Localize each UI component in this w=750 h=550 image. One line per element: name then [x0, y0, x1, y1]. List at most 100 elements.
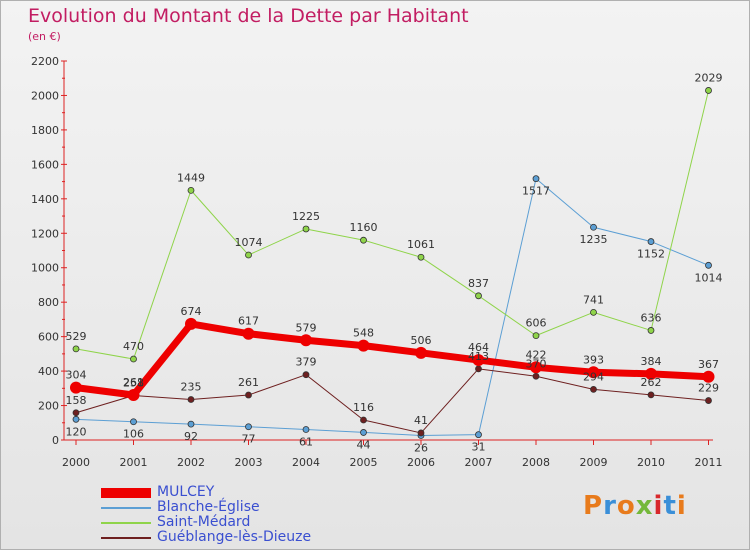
series-line-gueblange-les-dieuze — [75, 368, 709, 434]
data-point — [187, 396, 195, 403]
legend-swatch — [101, 507, 151, 509]
data-point — [185, 317, 197, 330]
data-point — [415, 346, 427, 359]
proxiti-logo: Proxiti — [583, 491, 687, 521]
data-point — [72, 415, 80, 423]
x-tick-label: 2002 — [177, 456, 205, 469]
legend-label: MULCEY — [157, 484, 215, 500]
data-label: 506 — [411, 334, 432, 347]
y-tick-label: 0 — [52, 434, 59, 447]
legend-label: Blanche-Église — [157, 499, 260, 515]
logo-letter: t — [663, 491, 677, 521]
series-gueblange-les-dieuze — [72, 365, 712, 437]
x-tick-label: 2006 — [407, 456, 435, 469]
data-label: 741 — [583, 293, 604, 306]
data-point — [705, 261, 712, 269]
data-point — [647, 238, 655, 245]
data-point — [245, 391, 252, 399]
logo-letter: x — [635, 491, 654, 521]
data-point — [360, 416, 367, 424]
x-tick-label: 2011 — [695, 456, 723, 469]
series-line-mulcey — [75, 320, 709, 399]
data-label: 1014 — [695, 271, 723, 284]
y-tick-label: 2000 — [31, 89, 59, 102]
series-line-saint-medard — [75, 90, 709, 360]
data-point — [475, 365, 482, 373]
data-point — [127, 389, 140, 402]
data-point — [245, 251, 252, 259]
data-label: 1235 — [580, 233, 608, 246]
x-tick-label: 2003 — [235, 456, 263, 469]
logo-letter: i — [653, 491, 664, 521]
data-label: 235 — [181, 381, 202, 394]
data-point — [302, 225, 310, 233]
data-point — [590, 223, 597, 231]
data-point — [360, 429, 367, 436]
data-point — [357, 339, 370, 352]
y-tick-label: 1800 — [31, 124, 59, 137]
data-point — [300, 334, 312, 347]
data-point — [302, 426, 310, 433]
x-tick-label: 2007 — [465, 456, 493, 469]
x-tick-label: 2008 — [522, 456, 550, 469]
data-label: 92 — [184, 430, 198, 443]
data-point — [130, 418, 137, 426]
data-label: 77 — [242, 433, 256, 446]
data-point — [590, 308, 597, 316]
data-label: 579 — [296, 321, 317, 334]
data-label: 384 — [641, 355, 662, 368]
data-point — [187, 186, 195, 194]
data-point — [130, 355, 137, 363]
chart-subtitle: (en €) — [28, 30, 61, 43]
data-point — [417, 253, 425, 261]
data-point — [702, 370, 715, 383]
data-point — [532, 175, 540, 183]
data-point — [72, 409, 80, 417]
legend-item: Guéblange-lès-Dieuze — [101, 529, 361, 545]
data-label: 464 — [468, 341, 489, 354]
chart-title: Evolution du Montant de la Dette par Hab… — [28, 5, 469, 27]
data-point — [590, 385, 597, 393]
legend-label: Saint-Médard — [157, 514, 251, 530]
legend-item: Blanche-Église — [101, 499, 361, 515]
x-tick-label: 2010 — [637, 456, 665, 469]
data-point — [645, 367, 657, 380]
data-label: 61 — [299, 435, 313, 448]
legend-swatch — [101, 537, 151, 539]
data-label: 529 — [66, 330, 87, 343]
legend-item: MULCEY — [101, 484, 361, 500]
y-tick-label: 600 — [38, 331, 59, 344]
data-label: 2029 — [695, 71, 723, 84]
data-point — [70, 381, 82, 394]
data-label: 674 — [181, 305, 202, 318]
data-label: 258 — [123, 377, 144, 390]
data-point — [530, 361, 542, 374]
data-point — [472, 354, 485, 367]
y-tick-label: 1000 — [31, 262, 59, 275]
data-label: 636 — [641, 311, 662, 324]
series-saint-medard — [72, 87, 712, 363]
legend-swatch — [101, 522, 151, 524]
data-label: 1074 — [235, 236, 263, 249]
data-label: 41 — [414, 414, 428, 427]
legend-item: Saint-Médard — [101, 514, 361, 530]
data-label: 304 — [66, 369, 87, 382]
data-point — [532, 332, 540, 340]
data-label: 31 — [472, 441, 486, 454]
logo-letter: r — [603, 491, 617, 521]
data-point — [587, 366, 600, 379]
data-point — [647, 327, 655, 334]
data-label: 617 — [238, 315, 259, 328]
data-point — [360, 236, 367, 244]
data-label: 1152 — [637, 248, 665, 261]
data-point — [245, 423, 252, 431]
data-label: 370 — [526, 357, 547, 370]
data-label: 261 — [123, 376, 144, 389]
data-point — [187, 420, 195, 428]
data-label: 116 — [353, 401, 374, 414]
data-label: 367 — [698, 358, 719, 371]
logo-letter: i — [676, 491, 687, 521]
data-label: 470 — [123, 340, 144, 353]
x-tick-label: 2004 — [292, 456, 320, 469]
